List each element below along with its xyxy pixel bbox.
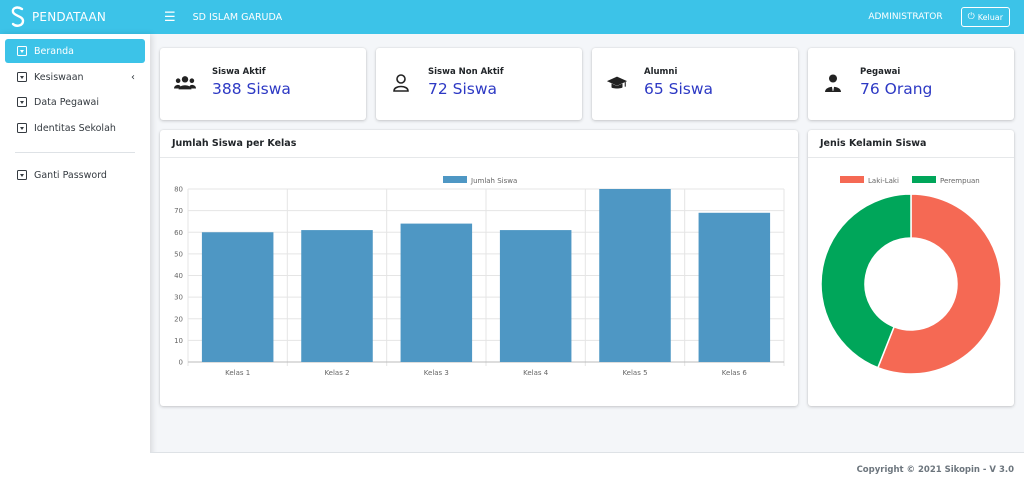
sidebar-item-label: Kesiswaan xyxy=(34,71,84,83)
legend-label: Laki-Laki xyxy=(868,177,899,185)
stat-label: Siswa Aktif xyxy=(212,67,266,77)
x-tick-label: Kelas 1 xyxy=(225,369,250,377)
x-tick-label: Kelas 2 xyxy=(324,369,349,377)
stat-label: Pegawai xyxy=(860,67,901,77)
chevron-left-icon: ‹ xyxy=(131,71,135,83)
menu-toggle-icon[interactable]: ☰ xyxy=(164,9,176,25)
x-tick-label: Kelas 5 xyxy=(622,369,647,377)
sidebar-item-label: Identitas Sekolah xyxy=(34,122,116,134)
user-outline-icon xyxy=(390,74,412,92)
y-tick-label: 0 xyxy=(179,359,183,367)
stat-value: 76 Orang xyxy=(860,80,933,98)
user-name[interactable]: ADMINISTRATOR xyxy=(868,12,943,22)
y-tick-label: 70 xyxy=(174,207,183,215)
school-name: SD ISLAM GARUDA xyxy=(192,11,283,23)
x-tick-label: Kelas 4 xyxy=(523,369,549,377)
brand-text: PENDATAAN xyxy=(32,10,107,24)
y-tick-label: 10 xyxy=(174,337,183,345)
bar xyxy=(400,223,473,362)
sidebar: Beranda Kesiswaan ‹ Data Pegawai Identit… xyxy=(0,34,150,487)
sidebar-item-identitas-sekolah[interactable]: Identitas Sekolah xyxy=(5,116,145,140)
sidebar-item-label: Data Pegawai xyxy=(34,96,100,108)
doughnut-chart: Laki-Laki Perempuan xyxy=(820,176,1002,375)
stat-card-pegawai: Pegawai 76 Orang xyxy=(808,48,1014,120)
doughnut-slice xyxy=(876,193,1002,375)
bar xyxy=(301,230,373,362)
logo-icon xyxy=(11,6,25,27)
y-tick-label: 20 xyxy=(174,315,183,323)
doughnut-slice xyxy=(820,193,912,369)
y-tick-label: 50 xyxy=(174,250,183,258)
legend-label: Jumlah Siswa xyxy=(470,177,517,185)
bar xyxy=(201,232,274,362)
x-tick-label: Kelas 6 xyxy=(722,369,748,377)
doughnut-chart-title: Jenis Kelamin Siswa xyxy=(808,130,1014,158)
user-tie-icon xyxy=(822,74,844,92)
top-navbar: PENDATAAN ☰ SD ISLAM GARUDA ADMINISTRATO… xyxy=(0,0,1024,34)
stat-value: 388 Siswa xyxy=(212,80,291,98)
sidebar-item-beranda[interactable]: Beranda xyxy=(5,39,145,63)
users-icon xyxy=(174,74,196,92)
stat-value: 72 Siswa xyxy=(428,80,498,98)
caret-square-icon xyxy=(17,97,27,107)
bar-chart: Jumlah Siswa 0 10 20 30 40 50 60 70 80 Kelas 1 Kela… xyxy=(174,176,785,377)
y-tick-label: 80 xyxy=(174,186,183,194)
logout-label: Keluar xyxy=(977,12,1003,22)
bar-chart-card: Jumlah Siswa per Kelas Jumlah Siswa 0 10 20… xyxy=(160,130,798,406)
x-tick-label: Kelas 3 xyxy=(424,369,449,377)
legend-swatch xyxy=(912,176,936,183)
sidebar-divider xyxy=(15,152,135,153)
stat-card-siswa-aktif: Siswa Aktif 388 Siswa xyxy=(160,48,366,120)
sidebar-item-data-pegawai[interactable]: Data Pegawai xyxy=(5,90,145,114)
sidebar-item-kesiswaan[interactable]: Kesiswaan ‹ xyxy=(5,65,145,89)
doughnut-chart-card: Jenis Kelamin Siswa Laki-Laki Perempuan xyxy=(808,130,1014,406)
logout-button[interactable]: ⏻ Keluar xyxy=(960,7,1010,27)
bar xyxy=(599,189,671,362)
y-tick-label: 40 xyxy=(174,272,183,280)
legend-swatch xyxy=(443,176,467,183)
sidebar-item-label: Beranda xyxy=(34,45,74,57)
caret-square-icon xyxy=(17,123,27,133)
y-tick-label: 30 xyxy=(174,294,183,302)
bar xyxy=(499,230,572,362)
graduation-cap-icon xyxy=(606,74,628,92)
power-icon: ⏻ xyxy=(967,12,975,22)
caret-square-icon xyxy=(17,46,27,56)
caret-square-icon xyxy=(17,170,27,180)
caret-square-icon xyxy=(17,72,27,82)
bar xyxy=(698,212,771,362)
stat-label: Siswa Non Aktif xyxy=(428,67,504,77)
legend-swatch xyxy=(840,176,864,183)
stat-value: 65 Siswa xyxy=(644,80,714,98)
sidebar-item-label: Ganti Password xyxy=(34,169,107,181)
brand[interactable]: PENDATAAN xyxy=(0,0,150,34)
stat-card-siswa-non-aktif: Siswa Non Aktif 72 Siswa xyxy=(376,48,582,120)
copyright-text: Copyright © 2021 Sikopin - V 3.0 xyxy=(856,465,1014,475)
footer: Copyright © 2021 Sikopin - V 3.0 xyxy=(150,452,1024,487)
stat-card-alumni: Alumni 65 Siswa xyxy=(592,48,798,120)
stat-label: Alumni xyxy=(644,67,678,77)
legend-label: Perempuan xyxy=(940,177,980,185)
bar-chart-title: Jumlah Siswa per Kelas xyxy=(160,130,798,158)
sidebar-item-ganti-password[interactable]: Ganti Password xyxy=(5,163,145,187)
y-tick-label: 60 xyxy=(174,229,183,237)
